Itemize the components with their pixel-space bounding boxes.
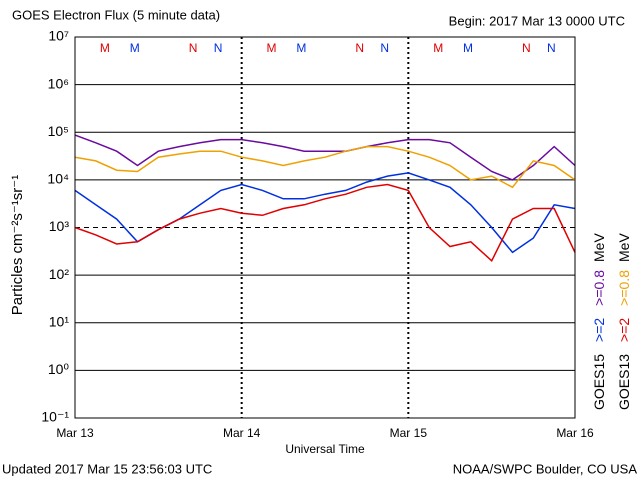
chart-subtitle: Begin: 2017 Mar 13 0000 UTC [449,13,625,28]
legend-column: GOES13 >=2 >=0.8 MeV [616,233,632,410]
y-tick-label: 10⁷ [48,28,69,44]
footer-right: NOAA/SWPC Boulder, CO USA [453,461,638,476]
series-line [74,145,576,189]
legend-unit: MeV [591,233,607,262]
y-axis-label: Particles cm⁻²s⁻¹sr⁻¹ [9,175,26,315]
x-tick-label: Mar 16 [556,426,594,440]
satellite-marker: M [433,41,443,55]
y-tick-label: 10¹ [49,313,70,329]
chart-title: GOES Electron Flux (5 minute data) [12,7,220,22]
y-tick-label: 10⁶ [48,75,69,91]
y-tick-label: 10⁵ [48,123,69,139]
satellite-marker: N [355,41,364,55]
y-tick-label: 10³ [49,218,70,234]
satellite-marker: N [189,41,198,55]
satellite-marker: N [214,41,223,55]
satellite-marker: M [100,41,110,55]
y-tick-label: 10⁻¹ [41,409,69,425]
footer-left: Updated 2017 Mar 15 23:56:03 UTC [2,461,212,476]
y-tick-label: 10⁰ [48,361,70,377]
legend-group: GOES13 [616,354,632,410]
x-axis-label: Universal Time [285,442,365,456]
satellite-marker: N [547,41,556,55]
series-line [74,183,576,263]
satellite-marker: M [296,41,306,55]
legend-group: GOES15 [591,354,607,410]
legend-entry: >=2 [591,318,607,342]
series-line [74,172,576,254]
legend-column: GOES15 >=2 >=0.8 MeV [591,233,607,410]
satellite-marker: M [130,41,140,55]
satellite-marker: M [463,41,473,55]
y-tick-label: 10⁴ [47,171,69,187]
satellite-marker: M [267,41,277,55]
x-tick-label: Mar 15 [390,426,428,440]
series-line [74,134,576,181]
satellite-marker: N [380,41,389,55]
satellite-marker: N [522,41,531,55]
plot-frame [74,36,576,419]
legend-entry: >=2 [616,318,632,342]
x-tick-label: Mar 14 [223,426,261,440]
legend-entry: >=0.8 [591,270,607,306]
x-tick-label: Mar 13 [56,426,94,440]
y-tick-label: 10² [49,266,70,282]
legend-unit: MeV [616,233,632,262]
legend-entry: >=0.8 [616,270,632,306]
